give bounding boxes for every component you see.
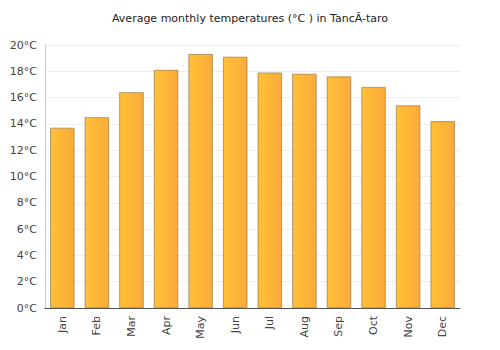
svg-text:Dec: Dec	[436, 316, 449, 337]
svg-text:Mar: Mar	[125, 316, 138, 337]
svg-text:Jul: Jul	[263, 316, 276, 330]
svg-text:Nov: Nov	[402, 316, 415, 338]
svg-text:18°C: 18°C	[10, 65, 37, 78]
svg-text:16°C: 16°C	[10, 91, 37, 104]
svg-text:0°C: 0°C	[17, 302, 37, 315]
svg-text:20°C: 20°C	[10, 39, 37, 52]
svg-text:Jun: Jun	[229, 316, 242, 334]
svg-text:Oct: Oct	[367, 315, 380, 335]
svg-text:Feb: Feb	[90, 316, 103, 335]
svg-text:10°C: 10°C	[10, 170, 37, 183]
svg-text:Sep: Sep	[332, 316, 345, 337]
svg-text:Average monthly temperatures (: Average monthly temperatures (°C ) in Ta…	[112, 12, 388, 25]
svg-text:Aug: Aug	[298, 316, 311, 337]
svg-text:4°C: 4°C	[17, 249, 37, 262]
svg-text:14°C: 14°C	[10, 117, 37, 130]
svg-text:Jan: Jan	[56, 316, 69, 334]
svg-text:12°C: 12°C	[10, 144, 37, 157]
svg-text:May: May	[194, 316, 207, 339]
svg-text:2°C: 2°C	[17, 275, 37, 288]
svg-text:6°C: 6°C	[17, 223, 37, 236]
svg-text:8°C: 8°C	[17, 196, 37, 209]
svg-text:Apr: Apr	[160, 316, 173, 336]
